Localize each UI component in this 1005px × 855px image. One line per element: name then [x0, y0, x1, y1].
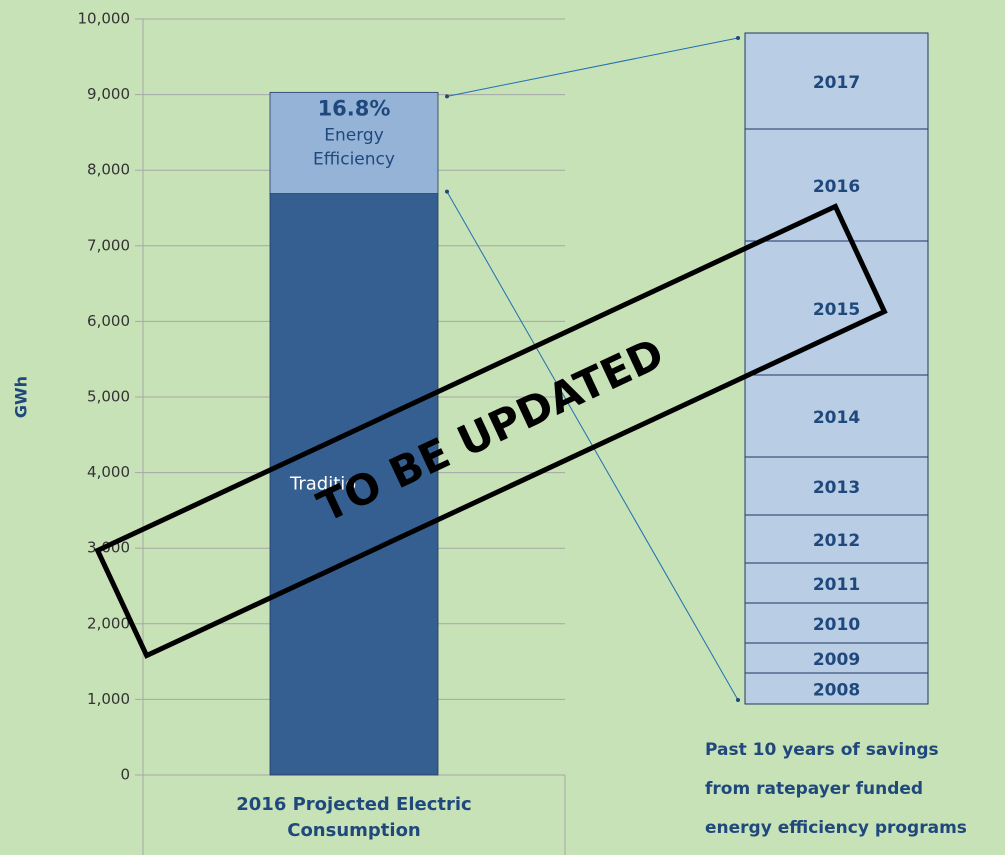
connector	[446, 37, 739, 97]
breakdown-segment	[744, 672, 929, 705]
connector-dot	[736, 698, 740, 702]
connector-dot	[445, 94, 449, 99]
y-tick-label: 2,000	[87, 614, 130, 632]
stamp-box	[94, 203, 888, 659]
y-tick-label: 5,000	[87, 388, 130, 406]
bar-segment	[269, 91, 439, 195]
breakdown-label: 2014	[813, 408, 860, 428]
y-tick-label: 1,000	[87, 690, 130, 708]
y-tick-label: 7,000	[87, 236, 130, 254]
caption: energy efficiency programs	[705, 818, 967, 838]
x-tick-label: Consumption	[287, 820, 421, 841]
connector-dot	[736, 36, 740, 40]
breakdown-segment	[744, 514, 929, 564]
breakdown-label: 2015	[813, 300, 860, 320]
annotation: 16.8%	[318, 96, 391, 120]
breakdown-label: 2008	[813, 681, 860, 701]
connector-dot	[445, 189, 449, 194]
breakdown-segment	[744, 642, 929, 674]
y-tick-label: 0	[120, 766, 130, 784]
segment-label: Traditio	[289, 473, 356, 494]
y-tick-label: 10,000	[78, 10, 131, 28]
y-tick-label: 8,000	[87, 161, 130, 179]
y-axis-label: GWh	[12, 376, 31, 418]
bar-segment	[269, 193, 439, 776]
breakdown-segment	[744, 32, 929, 130]
breakdown-label: 2011	[813, 575, 860, 595]
breakdown-label: 2017	[813, 73, 860, 93]
breakdown-label: 2012	[813, 531, 860, 551]
caption: from ratepayer funded	[705, 779, 923, 799]
caption: Past 10 years of savings	[705, 740, 939, 760]
x-tick-label: 2016 Projected Electric	[236, 794, 471, 815]
breakdown-segment	[744, 562, 929, 604]
breakdown-segment	[744, 602, 929, 644]
y-tick-label: 4,000	[87, 463, 130, 481]
segment-label: Efficiency	[313, 149, 395, 169]
y-tick-label: 6,000	[87, 312, 130, 330]
segment-label: Energy	[324, 125, 384, 145]
breakdown-label: 2016	[813, 177, 860, 197]
y-tick-label: 9,000	[87, 85, 130, 103]
breakdown-segment	[744, 456, 929, 516]
breakdown-label: 2010	[813, 615, 860, 635]
breakdown-label: 2013	[813, 478, 860, 498]
breakdown-label: 2009	[813, 650, 860, 670]
breakdown-segment	[744, 374, 929, 458]
